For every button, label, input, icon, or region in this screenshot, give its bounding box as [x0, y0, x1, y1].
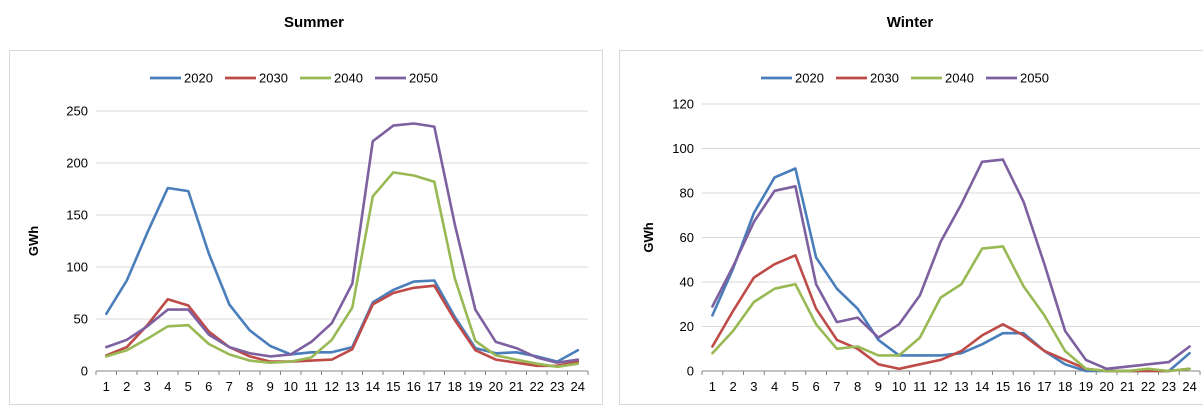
y-axis-label: GWh: [26, 226, 41, 256]
x-tick-label: 8: [854, 379, 861, 394]
x-tick-label: 12: [325, 379, 339, 394]
x-tick-label: 24: [1182, 379, 1196, 394]
series-line-2020: [711, 167, 1191, 373]
x-tick-label: 10: [284, 379, 298, 394]
x-tick-label: 5: [792, 379, 799, 394]
chart-title-winter: Winter: [886, 14, 934, 31]
x-tick-label: 18: [448, 379, 462, 394]
x-tick-label: 15: [386, 379, 400, 394]
y-tick-label: 150: [66, 208, 88, 223]
x-tick-label: 4: [771, 379, 778, 394]
y-axis-label: GWh: [641, 222, 656, 252]
y-tick-label: 80: [680, 186, 694, 201]
y-tick-label: 100: [672, 141, 694, 156]
x-tick-label: 23: [1162, 379, 1176, 394]
x-tick-label: 6: [813, 379, 820, 394]
y-tick-label: 50: [74, 312, 88, 327]
x-tick-label: 17: [427, 379, 441, 394]
legend-label-2030: 2030: [870, 71, 899, 86]
x-tick-label: 13: [954, 379, 968, 394]
x-tick-label: 16: [407, 379, 421, 394]
series-line-2030: [105, 284, 580, 368]
x-tick-label: 2: [123, 379, 130, 394]
x-tick-label: 19: [1079, 379, 1093, 394]
x-tick-label: 20: [489, 379, 503, 394]
series-line-2050: [105, 122, 580, 365]
x-tick-label: 21: [1120, 379, 1134, 394]
x-tick-label: 24: [571, 379, 585, 394]
series-line-2040: [105, 171, 580, 369]
x-tick-label: 3: [750, 379, 757, 394]
x-tick-label: 9: [875, 379, 882, 394]
x-tick-label: 18: [1058, 379, 1072, 394]
series-line-2020: [105, 186, 580, 363]
chart-panel-winter: 0 20 40 60 80 100 120 1 2 3 4 5 6 7 8 9 10 11 12 13 14 15 16 17…: [619, 50, 1203, 405]
x-tick-label: 3: [144, 379, 151, 394]
y-tick-label: 0: [81, 364, 88, 379]
x-tick-label: 23: [550, 379, 564, 394]
x-tick-label: 9: [267, 379, 274, 394]
legend-label-2050: 2050: [409, 71, 438, 86]
legend-label-2040: 2040: [334, 71, 363, 86]
legend-label-2040: 2040: [945, 71, 974, 86]
legend-label-2050: 2050: [1020, 71, 1049, 86]
legend-label-2020: 2020: [795, 71, 824, 86]
chart-title-summer: Summer: [283, 14, 345, 31]
series-line-2040: [711, 245, 1191, 373]
x-tick-label: 10: [892, 379, 906, 394]
chart-panel-summer: 0 50 100 150 200 250 1 2 3 4 5 6 7 8 9 10 11 12 13 14 15 16 17…: [9, 50, 603, 405]
x-tick-label: 11: [913, 379, 927, 394]
x-tick-label: 14: [975, 379, 989, 394]
x-tick-label: 7: [833, 379, 840, 394]
y-tick-label: 250: [66, 104, 88, 119]
y-tick-label: 100: [66, 260, 88, 275]
y-tick-label: 20: [680, 319, 694, 334]
x-tick-label: 6: [205, 379, 212, 394]
x-tick-label: 22: [530, 379, 544, 394]
legend-label-2020: 2020: [184, 71, 213, 86]
x-tick-label: 13: [345, 379, 359, 394]
x-tick-label: 21: [509, 379, 523, 394]
legend-label-2030: 2030: [259, 71, 288, 86]
x-tick-label: 15: [996, 379, 1010, 394]
y-tick-label: 60: [680, 230, 694, 245]
x-tick-label: 19: [468, 379, 482, 394]
y-tick-label: 120: [672, 97, 694, 112]
series-line-2050: [711, 158, 1191, 371]
x-tick-label: 16: [1016, 379, 1030, 394]
x-tick-label: 7: [226, 379, 233, 394]
x-tick-label: 2: [730, 379, 737, 394]
x-tick-label: 1: [709, 379, 716, 394]
y-tick-label: 0: [687, 364, 694, 379]
x-tick-label: 4: [164, 379, 171, 394]
x-tick-label: 17: [1037, 379, 1051, 394]
x-tick-label: 8: [246, 379, 253, 394]
y-tick-label: 200: [66, 156, 88, 171]
x-tick-label: 20: [1099, 379, 1113, 394]
x-tick-label: 22: [1141, 379, 1155, 394]
x-tick-label: 11: [305, 379, 319, 394]
x-tick-label: 1: [103, 379, 110, 394]
x-tick-label: 5: [185, 379, 192, 394]
x-tick-label: 12: [933, 379, 947, 394]
x-tick-label: 14: [366, 379, 380, 394]
y-tick-label: 40: [680, 275, 694, 290]
